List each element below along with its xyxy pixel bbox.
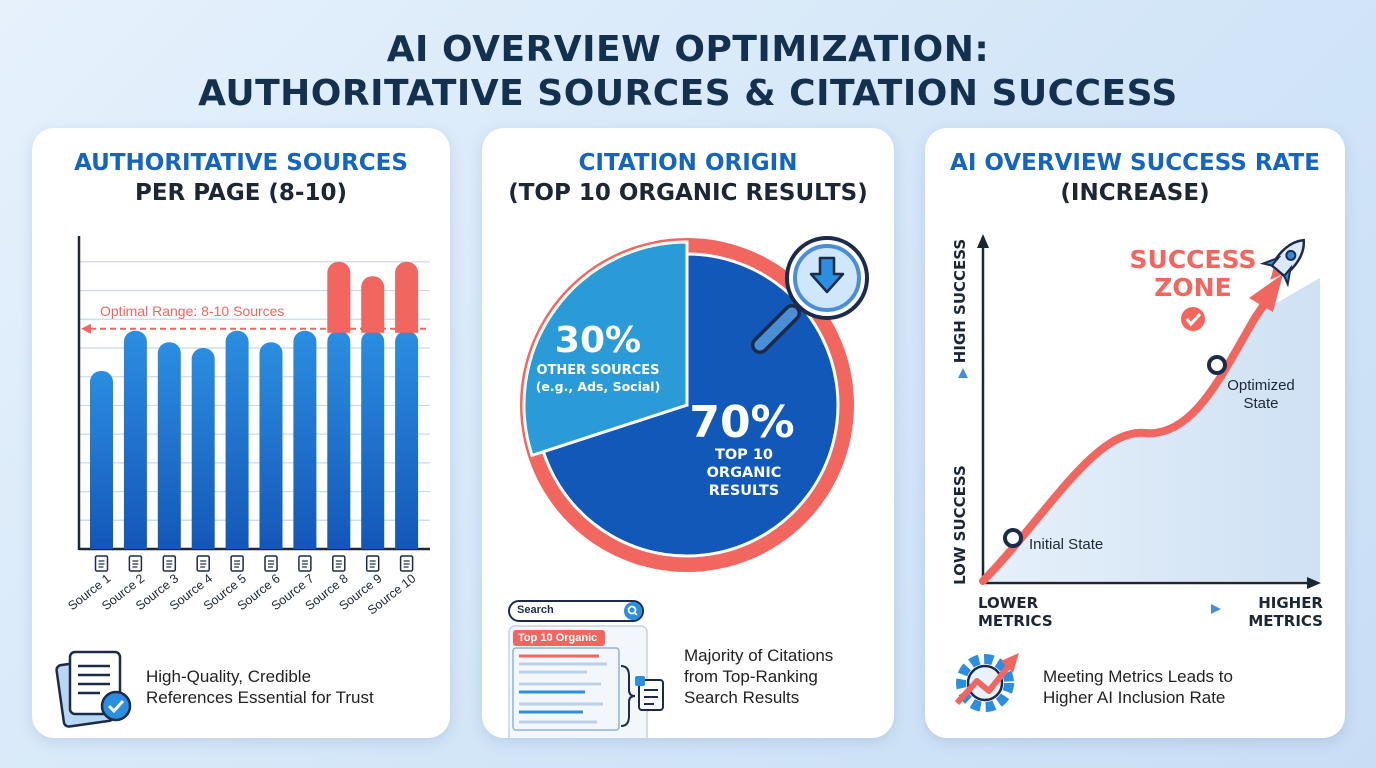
sources-title-line1: AUTHORITATIVE SOURCES [74,150,408,176]
citation-footnote: Majority of Citations from Top-Ranking S… [684,645,833,708]
bar-9 [361,330,385,549]
bar-base-9 [361,539,385,549]
check-circle-icon [1181,307,1205,331]
x-axis-high-line2: METRICS [1248,612,1323,630]
x-axis-high-line1: HIGHER [1258,594,1323,612]
citation-panel: CITATION ORIGIN (TOP 10 ORGANIC RESULTS)… [482,128,894,738]
bar-4 [191,347,215,549]
slice-2-percent: 30% [555,320,641,361]
sources-footnote: High-Quality, Credible References Essent… [146,666,374,708]
optimized-state-label: Optimized State [1221,377,1301,413]
sources-footnote-line2: References Essential for Trust [146,688,374,707]
bar-3 [157,342,181,549]
top-organic-tag: Top 10 Organic [518,632,598,644]
bar-base-2 [123,539,147,549]
gear-growth-icon [954,653,1019,712]
doc-icon [332,555,346,572]
citation-title-line2: (TOP 10 ORGANIC RESULTS) [508,180,868,206]
x-axis-low-label: LOWER METRICS [978,594,1053,630]
bar-base-5 [225,539,249,549]
initial-state-label: Initial State [1029,536,1104,553]
success-panel: AI OVERVIEW SUCCESS RATE (INCREASE) [925,128,1345,738]
page-title-line1: AI OVERVIEW OPTIMIZATION: [386,29,990,70]
citation-footnote-line1: Majority of Citations [684,646,834,665]
success-panel-title: AI OVERVIEW SUCCESS RATE (INCREASE) [925,148,1345,208]
optimized-label-line1: Optimized [1227,377,1295,394]
optimal-range-label: Optimal Range: 8-10 Sources [100,303,284,319]
bar-base-6 [259,539,283,549]
bar-7 [293,330,317,549]
success-zone-label: SUCCESS ZONE [1125,246,1261,302]
success-zone-line1: SUCCESS [1129,245,1257,274]
x-axis-low-line2: METRICS [978,612,1053,630]
doc-icon [264,555,278,572]
sources-panel-title: AUTHORITATIVE SOURCES PER PAGE (8-10) [32,148,450,208]
citation-footnote-line3: Search Results [684,688,800,707]
bar-base-4 [191,539,215,549]
success-footnote: Meeting Metrics Leads to Higher AI Inclu… [1043,666,1233,708]
slice-2-label: OTHER SOURCES [537,363,660,378]
pie-slice-2 [522,240,689,458]
sources-panel: AUTHORITATIVE SOURCES PER PAGE (8-10) Op… [32,128,450,738]
doc-icon [298,555,312,572]
bar-10 [395,330,419,549]
doc-icon [365,555,380,572]
doc-icon [399,555,414,572]
citation-footnote-line2: from Top-Ranking [684,667,818,686]
success-zone-line2: ZONE [1154,273,1232,302]
page-title-line2: AUTHORITATIVE SOURCES & CITATION SUCCESS [198,73,1178,114]
slice-2-label: (e.g., Ads, Social) [536,379,661,394]
slice-1-label: RESULTS [709,483,779,499]
success-footnote-line2: Higher AI Inclusion Rate [1043,688,1226,707]
bar-over-10 [395,261,419,333]
x-axis-high-label: HIGHER METRICS [1248,594,1323,630]
success-title-line2: (INCREASE) [1060,180,1210,206]
bar-base-1 [90,539,113,549]
bar-base-3 [157,539,181,549]
bar-over-9 [361,276,385,333]
success-line-chart [954,234,1321,712]
rocket-icon [1259,238,1305,288]
search-results-illustration [508,600,664,738]
citation-panel-title: CITATION ORIGIN (TOP 10 ORGANIC RESULTS) [482,148,894,208]
bar-over-base-10 [395,322,419,333]
doc-icon [196,555,210,572]
citation-title-line1: CITATION ORIGIN [578,150,798,176]
documents-check-icon [55,650,132,728]
curve-arrowhead [1249,274,1283,312]
x-axis-low-line1: LOWER [978,594,1039,612]
initial-state-point [1003,528,1023,548]
bar-2 [123,330,147,549]
bar-1 [90,370,113,549]
sources-title-line2: PER PAGE (8-10) [134,180,347,206]
bar-8 [327,330,351,549]
bar-base-7 [293,539,317,549]
sources-bar-chart: Optimal Range: 8-10 Sources Source 1Sour… [55,236,430,728]
bar-base-8 [327,539,351,549]
slice-1-label: ORGANIC [707,465,782,481]
y-axis-high-label: HIGH SUCCESS [951,238,969,364]
sources-footnote-line1: High-Quality, Credible [146,667,312,686]
doc-icon [128,555,143,572]
bar-over-8 [327,261,351,333]
optimized-state-point [1207,355,1227,375]
slice-1-percent: 70% [689,397,794,448]
success-footnote-line1: Meeting Metrics Leads to [1043,667,1233,686]
search-box-label: Search [517,604,554,616]
page-title: AI OVERVIEW OPTIMIZATION: AUTHORITATIVE … [0,28,1376,116]
success-title-line1: AI OVERVIEW SUCCESS RATE [950,150,1320,176]
doc-icon [162,555,177,572]
bar-6 [259,342,283,549]
bar-base-10 [395,539,419,549]
doc-icon [94,555,109,572]
bar-5 [225,330,249,549]
magnifier-download-icon [751,236,869,354]
citation-pie-chart: 70%TOP 10 ORGANIC RESULTS 30% OTHER SOURCES(… [508,236,869,738]
slice-1-label: TOP 10 [715,447,773,463]
bar-over-base-8 [327,322,351,333]
optimal-range-arrow [81,323,91,334]
optimized-label-line2: State [1243,395,1279,412]
doc-icon [230,555,244,572]
y-axis-low-label: LOW SUCCESS [951,465,969,585]
